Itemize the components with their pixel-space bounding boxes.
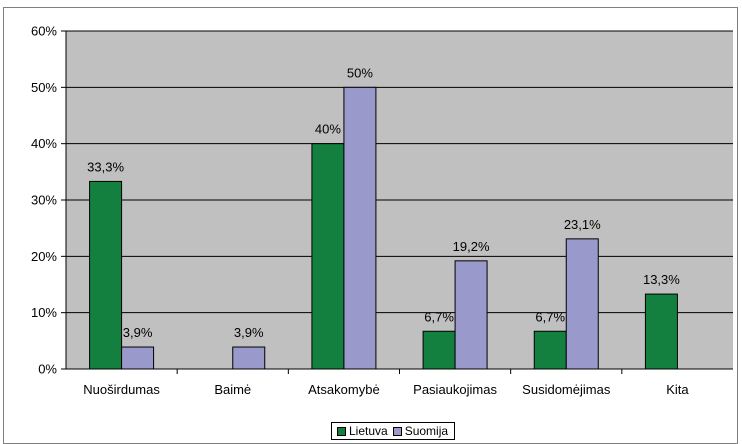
- y-tick-label: 30%: [31, 193, 57, 208]
- x-tick-label: Susidomėjimas: [522, 382, 611, 397]
- x-tick-label: Nuoširdumas: [83, 382, 160, 397]
- legend: Lietuva Suomija: [331, 422, 456, 440]
- bar-suomija: [343, 86, 377, 370]
- x-tick-label: Baimė: [214, 382, 251, 397]
- data-label: 13,3%: [643, 272, 680, 287]
- data-label: 33,3%: [87, 159, 124, 174]
- data-label: 19,2%: [453, 239, 490, 254]
- legend-swatch: [392, 426, 402, 436]
- data-label: 23,1%: [564, 217, 601, 232]
- x-tick-label: Pasiaukojimas: [413, 382, 497, 397]
- y-tick-label: 20%: [31, 249, 57, 264]
- bar-lietuva: [311, 143, 345, 370]
- bar-suomija: [121, 346, 155, 370]
- y-tick-label: 50%: [31, 80, 57, 95]
- data-label: 50%: [347, 65, 373, 80]
- plot-area: 0% 10% 20% 30% 40% 50% 60% Nuoširdumas 33,3% 3,9%…: [31, 24, 733, 397]
- bar-suomija: [454, 260, 488, 370]
- bar-lietuva: [422, 330, 456, 370]
- y-tick-label: 40%: [31, 136, 57, 151]
- legend-swatch: [337, 426, 346, 436]
- y-tick-label: 10%: [31, 305, 57, 320]
- data-label: 3,9%: [234, 325, 264, 340]
- data-label: 40%: [315, 122, 341, 137]
- legend-item: Suomija: [392, 424, 449, 438]
- legend-item: Lietuva: [337, 424, 388, 438]
- y-tick-label: 0%: [38, 362, 57, 377]
- data-label: 6,7%: [424, 309, 454, 324]
- x-tick-label: Atsakomybė: [308, 382, 380, 397]
- bar-lietuva: [644, 293, 678, 370]
- data-label: 6,7%: [535, 309, 565, 324]
- bar-lietuva: [533, 330, 567, 370]
- bar-suomija: [232, 346, 266, 370]
- bar-lietuva: [89, 180, 123, 370]
- bar-suomija: [565, 238, 599, 370]
- x-tick-label: Kita: [666, 382, 689, 397]
- legend-label: Lietuva: [349, 424, 388, 438]
- legend-label: Suomija: [404, 424, 449, 438]
- data-label: 3,9%: [123, 325, 153, 340]
- y-tick-label: 60%: [31, 24, 57, 39]
